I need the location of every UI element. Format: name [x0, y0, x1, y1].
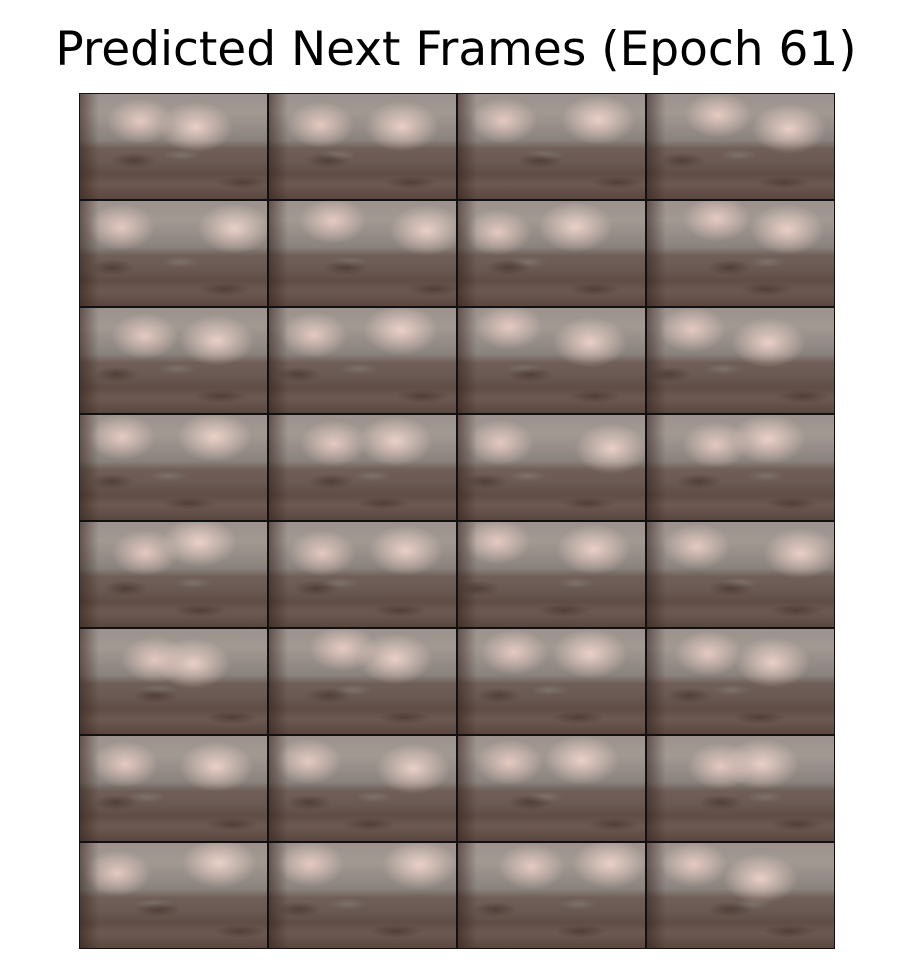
predicted-frame: [647, 415, 834, 520]
predicted-frame: [269, 522, 456, 627]
predicted-frame: [647, 843, 834, 948]
predicted-frame: [80, 308, 267, 413]
predicted-frame: [647, 629, 834, 734]
predicted-frame: [458, 843, 645, 948]
predicted-frame: [458, 522, 645, 627]
predicted-frame: [458, 736, 645, 841]
predicted-frame: [458, 94, 645, 199]
predicted-frame: [269, 201, 456, 306]
predicted-frame: [80, 522, 267, 627]
predicted-frame: [269, 94, 456, 199]
predicted-frame: [80, 843, 267, 948]
predicted-frame: [647, 522, 834, 627]
predicted-frame: [80, 94, 267, 199]
predicted-frames-grid: [79, 93, 835, 949]
predicted-frame: [269, 736, 456, 841]
predicted-frame: [458, 201, 645, 306]
predicted-frame: [80, 415, 267, 520]
predicted-frame: [647, 308, 834, 413]
predicted-frame: [80, 201, 267, 306]
predicted-frame: [458, 629, 645, 734]
predicted-frame: [269, 308, 456, 413]
predicted-frame: [458, 415, 645, 520]
predicted-frame: [458, 308, 645, 413]
predicted-frame: [647, 736, 834, 841]
predicted-frame: [269, 843, 456, 948]
predicted-frame: [80, 629, 267, 734]
predicted-frame: [269, 415, 456, 520]
predicted-frame: [647, 201, 834, 306]
figure-title: Predicted Next Frames (Epoch 61): [55, 22, 857, 77]
predicted-frame: [80, 736, 267, 841]
predicted-frame: [269, 629, 456, 734]
predicted-frame: [647, 94, 834, 199]
